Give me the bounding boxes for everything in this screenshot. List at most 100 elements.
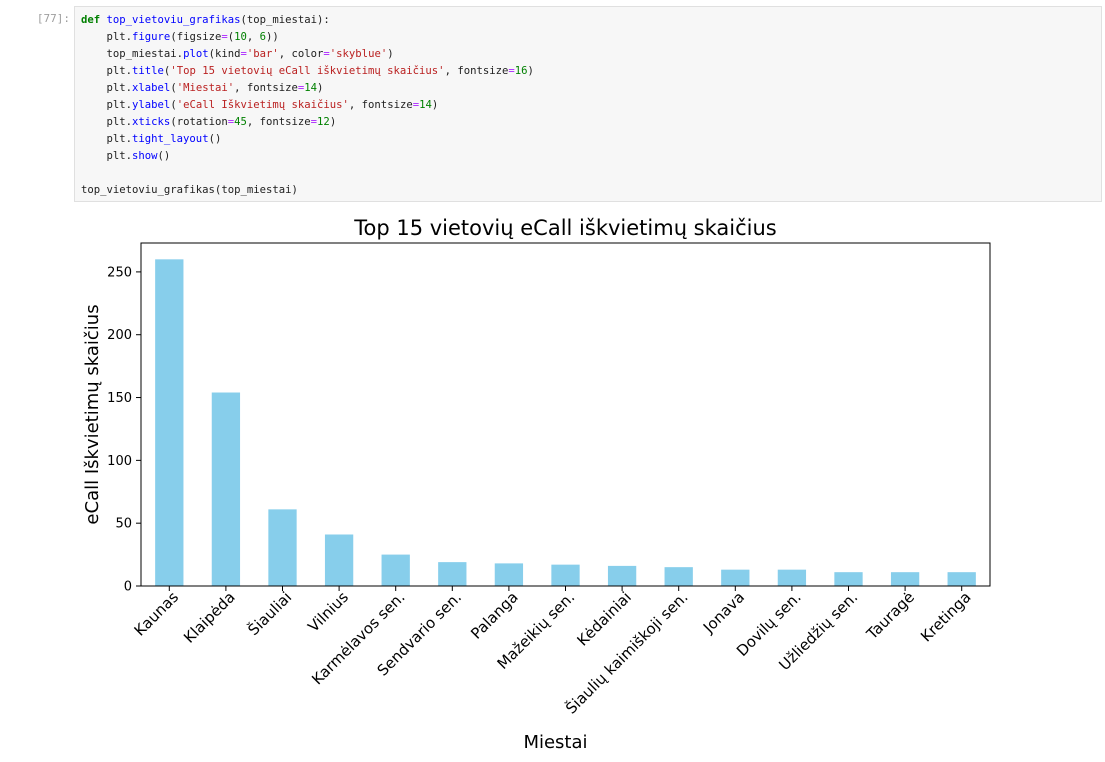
code-token: , fontsize: [246, 116, 311, 128]
code-token: plt.: [81, 116, 133, 128]
code-line: plt.title('Top 15 vietovių eCall iškviet…: [81, 63, 534, 79]
code-token: plt.: [81, 133, 133, 145]
code-token: top_vietoviu_grafikas(top_miestai): [81, 184, 298, 196]
code-line: def top_vietoviu_grafikas(top_miestai):: [81, 12, 330, 28]
code-token: ,: [246, 31, 260, 43]
bar: [834, 572, 863, 586]
x-tick-label: Kaunas: [131, 588, 183, 640]
code-token: )): [266, 31, 279, 43]
code-token: 16: [514, 65, 528, 77]
bar: [211, 392, 241, 586]
bar: [607, 565, 637, 586]
code-token: top_vietoviu_grafikas: [106, 14, 241, 26]
x-tick-label: Vilnius: [304, 588, 352, 636]
code-token: (: [170, 82, 177, 94]
code-token: (top_miestai):: [240, 14, 330, 26]
code-token: (): [157, 150, 171, 162]
bar: [438, 562, 467, 586]
code-token: =: [297, 82, 305, 94]
code-token: title: [132, 65, 164, 77]
code-line: top_miestai.plot(kind='bar', color='skyb…: [81, 46, 394, 62]
y-tick-label: 0: [124, 580, 132, 595]
code-token: plt.: [81, 31, 133, 43]
bar: [268, 509, 297, 586]
code-token: =: [508, 65, 515, 77]
code-line: plt.ylabel('eCall Iškvietimų skaičius', …: [81, 97, 439, 113]
code-token: 'skyblue': [329, 48, 388, 60]
code-token: top_miestai.: [81, 48, 184, 60]
bar: [947, 572, 976, 586]
code-token: 'Top 15 vietovių eCall iškvietimų skaiči…: [170, 65, 445, 77]
code-line: top_vietoviu_grafikas(top_miestai): [81, 182, 298, 198]
x-tick-label: Palanga: [467, 588, 522, 643]
code-token: =: [221, 31, 228, 43]
code-token: 10: [234, 31, 247, 43]
code-token: =: [310, 116, 318, 128]
bar: [777, 569, 807, 586]
code-token: (kind: [208, 48, 241, 60]
code-token: 'bar': [246, 48, 279, 60]
code-line: plt.xticks(rotation=45, fontsize=12): [81, 114, 337, 130]
code-token: (rotation: [170, 116, 228, 128]
y-tick-label: 200: [107, 328, 132, 343]
bar: [494, 563, 524, 586]
cell-prompt: [77]:: [36, 12, 70, 25]
code-token: def: [81, 14, 107, 26]
code-line: plt.xlabel('Miestai', fontsize=14): [81, 80, 324, 96]
code-token: xlabel: [132, 82, 171, 94]
code-token: plt.: [81, 82, 133, 94]
code-token: 'eCall Iškvietimų skaičius': [176, 99, 349, 111]
code-token: 'Miestai': [176, 82, 235, 94]
x-tick-label: Tauragė: [862, 588, 918, 644]
code-token: ): [329, 116, 337, 128]
code-token: 12: [317, 116, 330, 128]
x-tick-label: Šiauliai: [244, 587, 296, 639]
code-token: xticks: [132, 116, 171, 128]
code-token: plt.: [81, 150, 133, 162]
code-token: (): [208, 133, 222, 145]
code-token: ): [387, 48, 394, 60]
code-token: , color: [278, 48, 324, 60]
code-token: 45: [234, 116, 247, 128]
y-tick-label: 100: [107, 454, 132, 469]
x-axis-label: Miestai: [523, 732, 587, 753]
bar: [890, 572, 920, 586]
code-line: plt.tight_layout(): [81, 131, 222, 147]
code-token: tight_layout: [132, 133, 209, 145]
code-token: (: [227, 31, 235, 43]
y-tick-label: 150: [107, 391, 132, 406]
code-token: plot: [183, 48, 209, 60]
code-token: , fontsize: [234, 82, 298, 94]
y-tick-label: 250: [107, 265, 132, 280]
code-token: =: [240, 48, 247, 60]
code-line: plt.show(): [81, 148, 171, 164]
bar: [721, 569, 750, 586]
code-token: ylabel: [132, 99, 171, 111]
code-cell: [77]: def top_vietoviu_grafikas(top_mies…: [0, 0, 1105, 205]
code-token: 6: [259, 31, 267, 43]
code-token: plt.: [81, 99, 133, 111]
code-token: , fontsize: [348, 99, 413, 111]
code-token: ): [527, 65, 534, 77]
code-token: show: [132, 150, 158, 162]
code-editor[interactable]: def top_vietoviu_grafikas(top_miestai): …: [74, 6, 1102, 202]
y-tick-label: 50: [115, 517, 132, 532]
code-token: 14: [304, 82, 318, 94]
code-token: (figsize: [170, 31, 222, 43]
code-token: =: [323, 48, 330, 60]
code-token: (: [163, 65, 171, 77]
bar: [155, 259, 184, 586]
x-tick-label: Klaipėda: [180, 588, 239, 647]
code-token: =: [227, 116, 235, 128]
bar: [551, 564, 580, 586]
bar-chart: Top 15 vietovių eCall iškvietimų skaičiu…: [82, 216, 991, 753]
plot-output: Top 15 vietovių eCall iškvietimų skaičiu…: [0, 205, 1105, 762]
bar: [324, 534, 354, 586]
code-token: 14: [419, 99, 432, 111]
code-line: plt.figure(figsize=(10, 6)): [81, 29, 279, 45]
code-token: , fontsize: [444, 65, 509, 77]
x-tick-label: Kretinga: [917, 588, 974, 645]
code-token: =: [412, 99, 420, 111]
code-token: ): [431, 99, 439, 111]
